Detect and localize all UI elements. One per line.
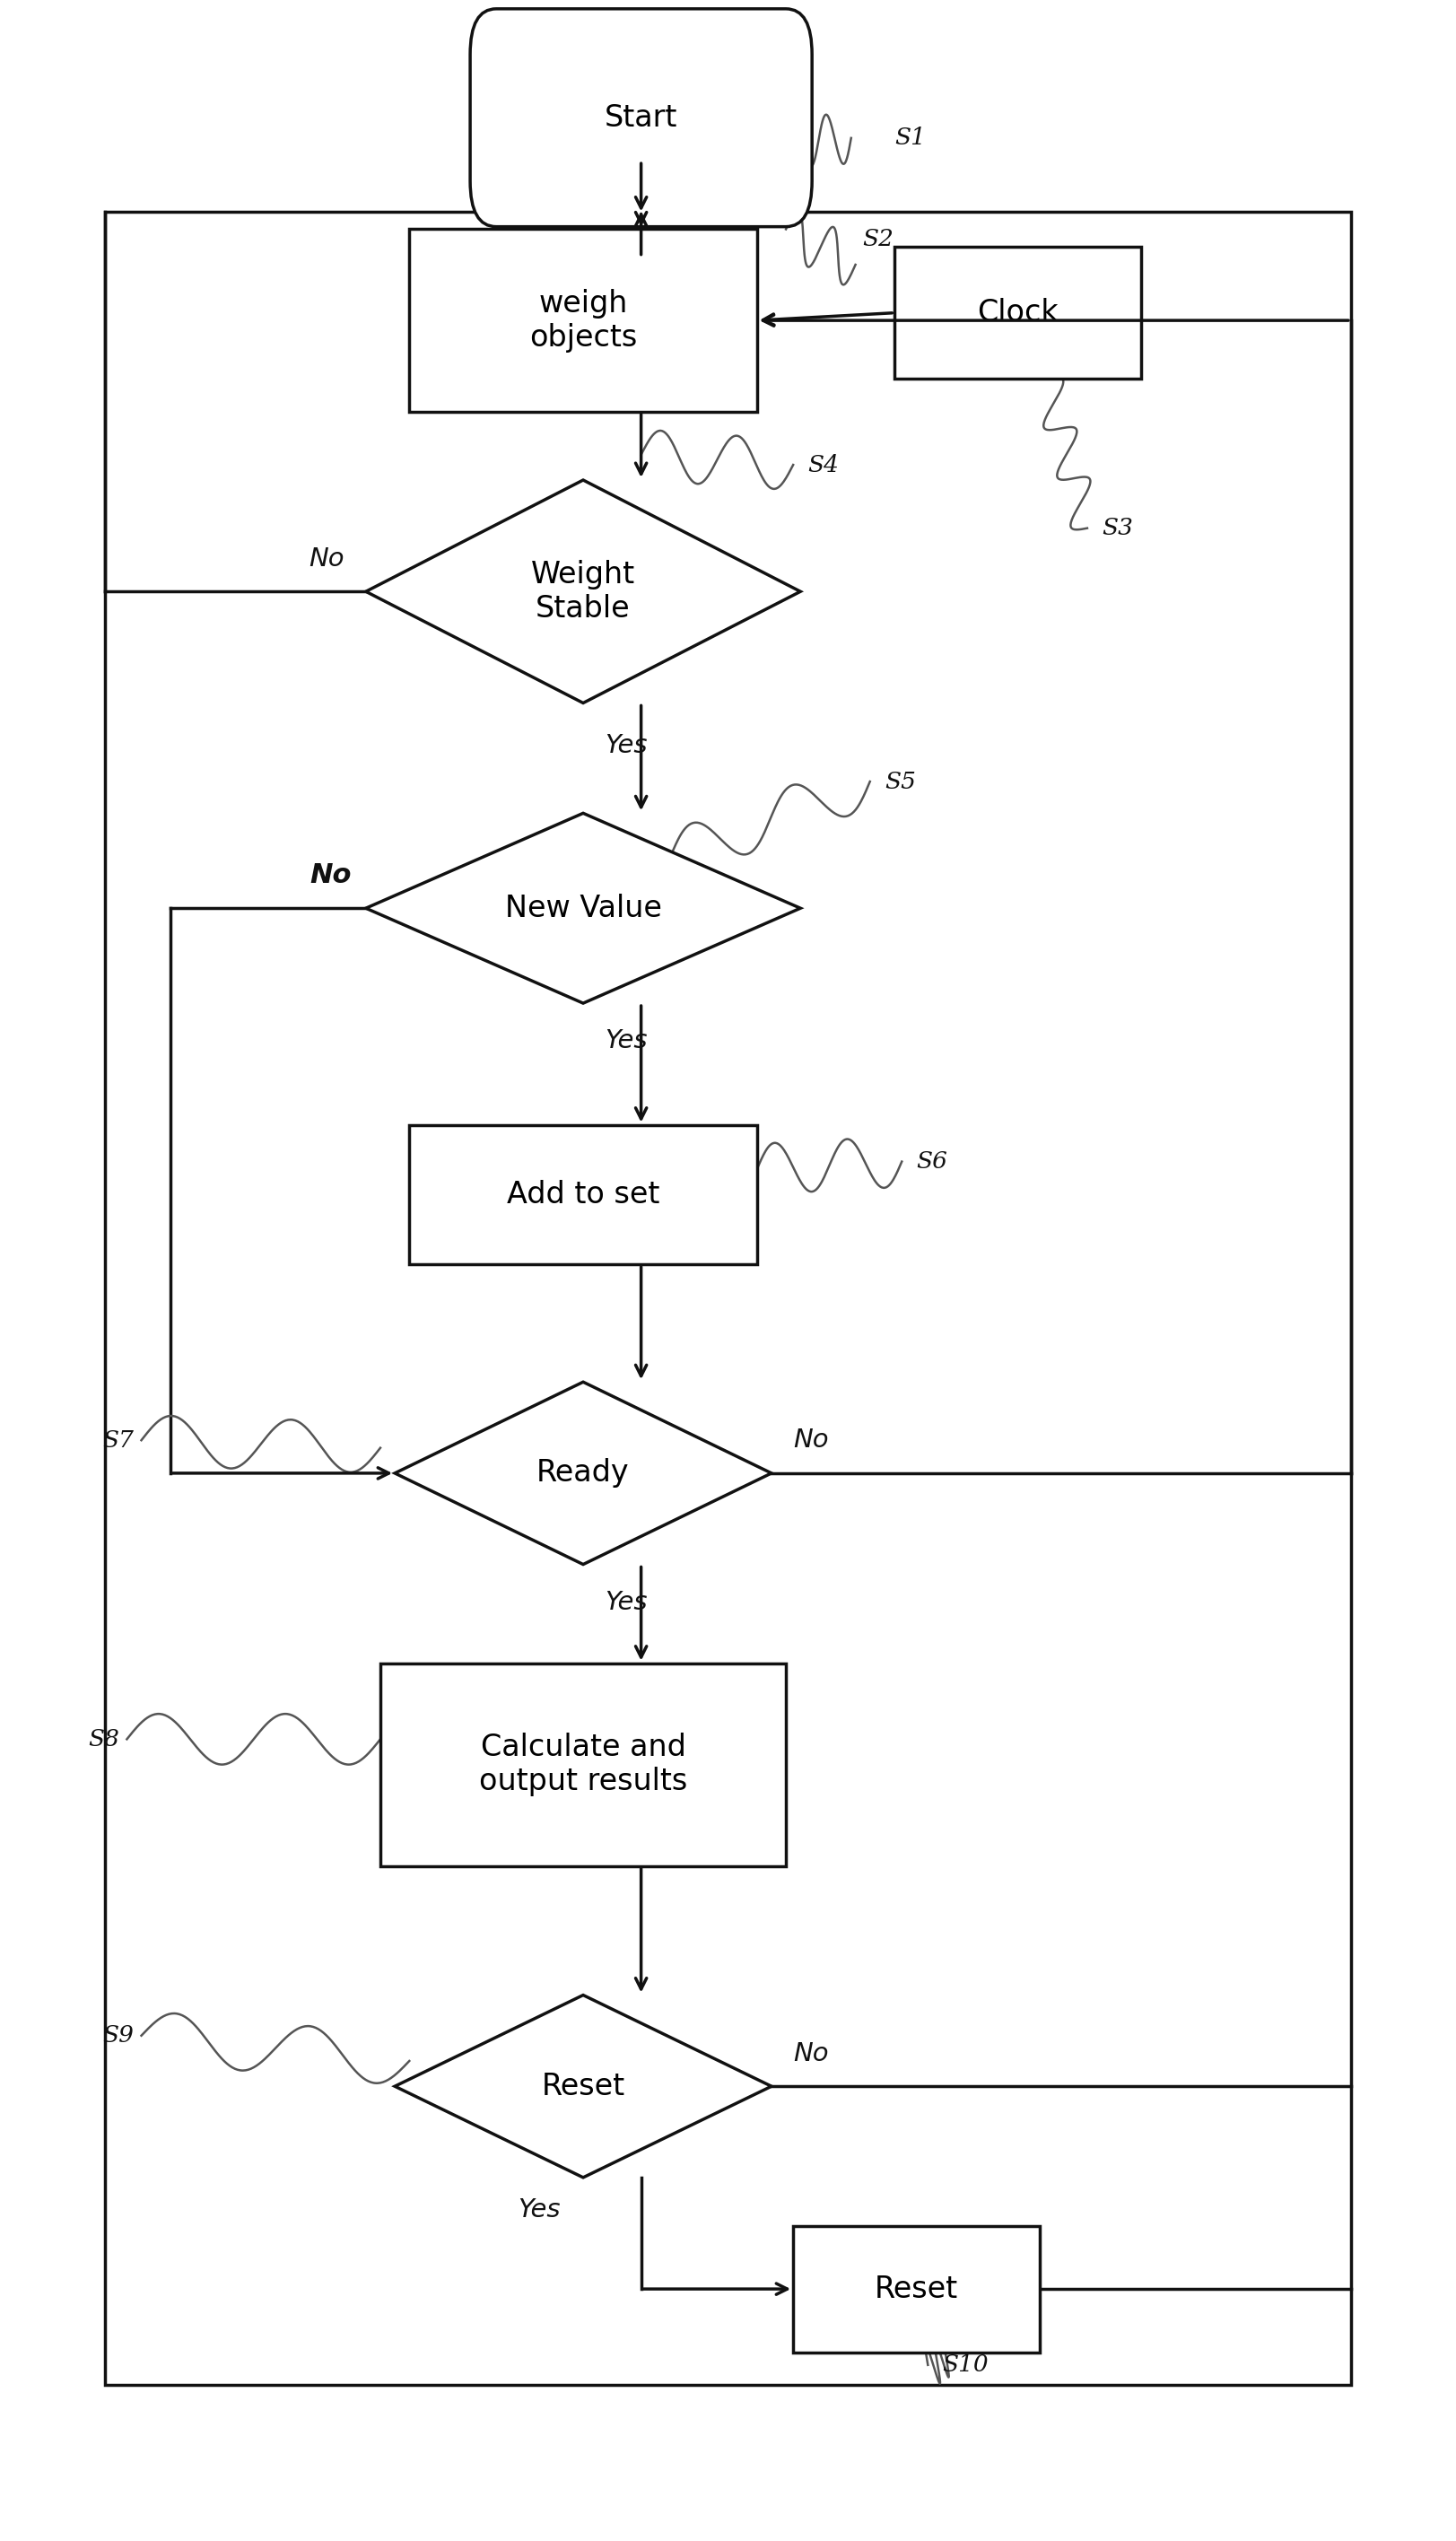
Bar: [409, 1126, 757, 1265]
Text: weigh
objects: weigh objects: [529, 290, 638, 353]
Text: Yes: Yes: [604, 1029, 648, 1055]
Text: Clock: Clock: [977, 297, 1059, 328]
Text: Calculate and
output results: Calculate and output results: [479, 1733, 687, 1796]
Text: S10: S10: [942, 2353, 989, 2376]
Text: S1: S1: [894, 127, 926, 150]
Text: S3: S3: [1102, 516, 1133, 539]
Polygon shape: [395, 1995, 772, 2178]
Text: S7: S7: [103, 1428, 134, 1451]
Text: S2: S2: [863, 229, 894, 252]
Bar: [105, 211, 1351, 2386]
Text: S4: S4: [808, 455, 839, 475]
Bar: [409, 229, 757, 412]
Polygon shape: [365, 480, 801, 704]
Bar: [794, 2226, 1040, 2353]
Bar: [894, 246, 1142, 379]
Polygon shape: [395, 1382, 772, 1565]
Text: Yes: Yes: [604, 1591, 648, 1616]
Text: Reset: Reset: [542, 2071, 625, 2101]
Text: Ready: Ready: [537, 1459, 629, 1489]
Text: No: No: [310, 861, 351, 887]
Text: New Value: New Value: [505, 894, 661, 922]
Text: Yes: Yes: [604, 734, 648, 760]
Text: Start: Start: [604, 104, 677, 132]
Text: No: No: [794, 1428, 828, 1453]
FancyBboxPatch shape: [470, 8, 812, 226]
Text: S5: S5: [884, 770, 916, 793]
Text: S6: S6: [916, 1151, 948, 1174]
Text: Weight
Stable: Weight Stable: [531, 559, 635, 623]
Bar: [380, 1664, 786, 1865]
Text: Reset: Reset: [875, 2274, 958, 2305]
Text: S8: S8: [89, 1728, 119, 1751]
Text: Yes: Yes: [518, 2198, 561, 2223]
Text: No: No: [794, 2040, 828, 2066]
Text: No: No: [309, 546, 344, 572]
Text: Add to set: Add to set: [507, 1179, 660, 1210]
Polygon shape: [365, 813, 801, 1004]
Text: S9: S9: [103, 2025, 134, 2048]
